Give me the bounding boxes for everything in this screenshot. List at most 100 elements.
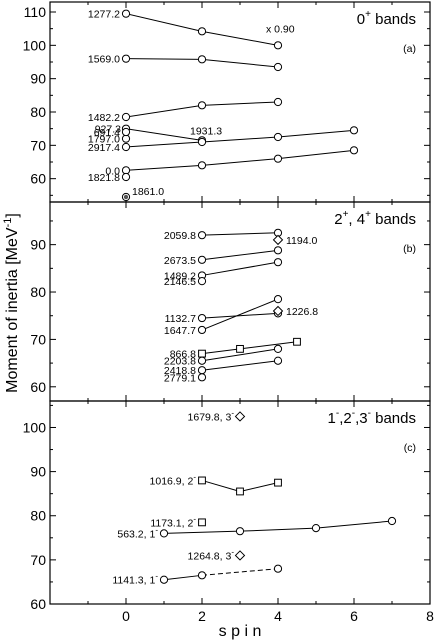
panel-sublabel: (b) xyxy=(403,243,416,255)
data-point xyxy=(274,478,282,487)
data-point xyxy=(121,112,131,122)
data-point xyxy=(273,41,283,50)
data-point xyxy=(293,337,301,346)
panel-b: 60 70 80 90 2+, 4+ bands (b) 2059.8 1194.0 2673.… xyxy=(30,201,431,402)
data-point xyxy=(197,356,207,365)
series-line xyxy=(201,232,279,236)
series-line xyxy=(125,128,203,141)
series-label: 1264.8, 3- xyxy=(188,547,235,562)
series-b-9: 2203.8 xyxy=(164,344,283,368)
series-line xyxy=(201,136,279,143)
x-tick-label: 0 xyxy=(122,608,130,624)
data-point xyxy=(197,571,207,580)
data-point xyxy=(198,518,206,527)
series-line xyxy=(201,312,279,319)
series-c-2: 1173.1, 2- xyxy=(150,514,206,529)
series-label: 2418.8 xyxy=(164,365,196,377)
data-point xyxy=(197,101,207,110)
series-b-10: 2418.8 xyxy=(164,356,283,377)
data-point xyxy=(121,9,131,18)
data-point xyxy=(273,132,283,142)
series-label: 1569.0 xyxy=(88,54,120,66)
y-tick-label: 90 xyxy=(30,71,46,87)
series-b-0: 2059.8 xyxy=(164,228,283,242)
data-point xyxy=(198,476,206,485)
series-a-1: 1569.0 xyxy=(88,54,283,72)
series-a-9: 1861.0 xyxy=(121,186,164,202)
data-point xyxy=(197,27,207,36)
data-point xyxy=(236,487,244,496)
series-c-5: 1141.3, 1- xyxy=(112,564,283,587)
data-point xyxy=(159,575,169,584)
series-line xyxy=(201,261,279,276)
x-tick-label: 4 xyxy=(274,608,282,624)
series-line xyxy=(239,341,298,350)
y-tick-label: 90 xyxy=(30,464,46,480)
x-tick-label: 6 xyxy=(350,608,358,624)
series-label: 1861.0 xyxy=(132,186,164,198)
x-tick-label: 8 xyxy=(426,608,434,624)
data-point xyxy=(387,516,397,526)
series-label: 2673.5 xyxy=(164,255,196,267)
data-point xyxy=(197,255,207,264)
panel-title: 2+, 4+ bands xyxy=(334,209,416,228)
data-point xyxy=(272,234,284,246)
data-point xyxy=(197,161,207,170)
data-point xyxy=(273,356,283,365)
series-label: 1931.3 xyxy=(190,125,222,137)
series-c-4: 1264.8, 3- xyxy=(188,547,246,562)
series-line xyxy=(201,158,279,166)
data-point xyxy=(159,529,169,538)
data-point xyxy=(121,172,131,182)
y-tick-label: 60 xyxy=(30,171,46,187)
y-tick-label: 80 xyxy=(30,104,46,120)
data-point xyxy=(197,366,207,375)
data-point xyxy=(121,142,131,152)
y-axis-label: Moment of inertia [MeV-1] xyxy=(2,213,21,393)
data-point xyxy=(197,313,207,323)
y-tick-label: 90 xyxy=(30,237,46,253)
series-label: 1226.8 xyxy=(286,306,318,318)
series-line xyxy=(201,568,279,576)
y-tick-label: 60 xyxy=(30,379,46,395)
series-line xyxy=(277,129,355,138)
series-line xyxy=(125,141,203,148)
series-line xyxy=(315,520,393,529)
series-line xyxy=(163,530,241,534)
panel-a: 60 70 80 90 100 110 0+ bands (a) x 0.90 1277.2 156… xyxy=(23,1,431,203)
panel-sublabel: (c) xyxy=(404,442,416,454)
data-point xyxy=(273,564,283,573)
series-b-5: 1132.7 xyxy=(165,309,283,325)
series-label: 1173.1, 2- xyxy=(150,514,196,529)
panel-frame xyxy=(49,400,431,605)
panel-frame xyxy=(49,201,431,402)
panel-title: 1-,2-,3- bands xyxy=(328,408,416,427)
series-label: 1132.7 xyxy=(165,313,196,325)
y-tick-label: 80 xyxy=(30,508,46,524)
data-point xyxy=(235,527,245,536)
series-a-7: 0.0 xyxy=(105,146,359,177)
data-point xyxy=(121,127,131,137)
series-line xyxy=(239,482,279,492)
series-label: 1482.2 xyxy=(88,112,120,124)
data-point xyxy=(273,258,283,267)
y-tick-label: 80 xyxy=(30,284,46,300)
data-point xyxy=(236,344,244,353)
series-label: 2917.4 xyxy=(88,142,120,154)
data-point xyxy=(234,550,246,561)
series-a-8: 1821.8 xyxy=(88,172,131,184)
series-a-6: 691.4 xyxy=(94,127,131,139)
data-point xyxy=(197,55,207,64)
series-line xyxy=(201,479,241,492)
series-line xyxy=(201,58,279,68)
data-point xyxy=(273,246,283,255)
annotation: x 0.90 xyxy=(266,24,295,36)
series-line xyxy=(201,249,279,261)
data-point xyxy=(121,134,131,143)
series-b-4: 2146.5 xyxy=(164,276,207,288)
series-line xyxy=(125,164,203,171)
panel-c: 60 70 80 90 100 1-,2-,3- bands (c) 1679.8, 3- 10… xyxy=(23,400,431,612)
data-point xyxy=(197,137,207,147)
data-point xyxy=(273,154,283,163)
series-a-5: 2917.4 xyxy=(88,126,359,154)
